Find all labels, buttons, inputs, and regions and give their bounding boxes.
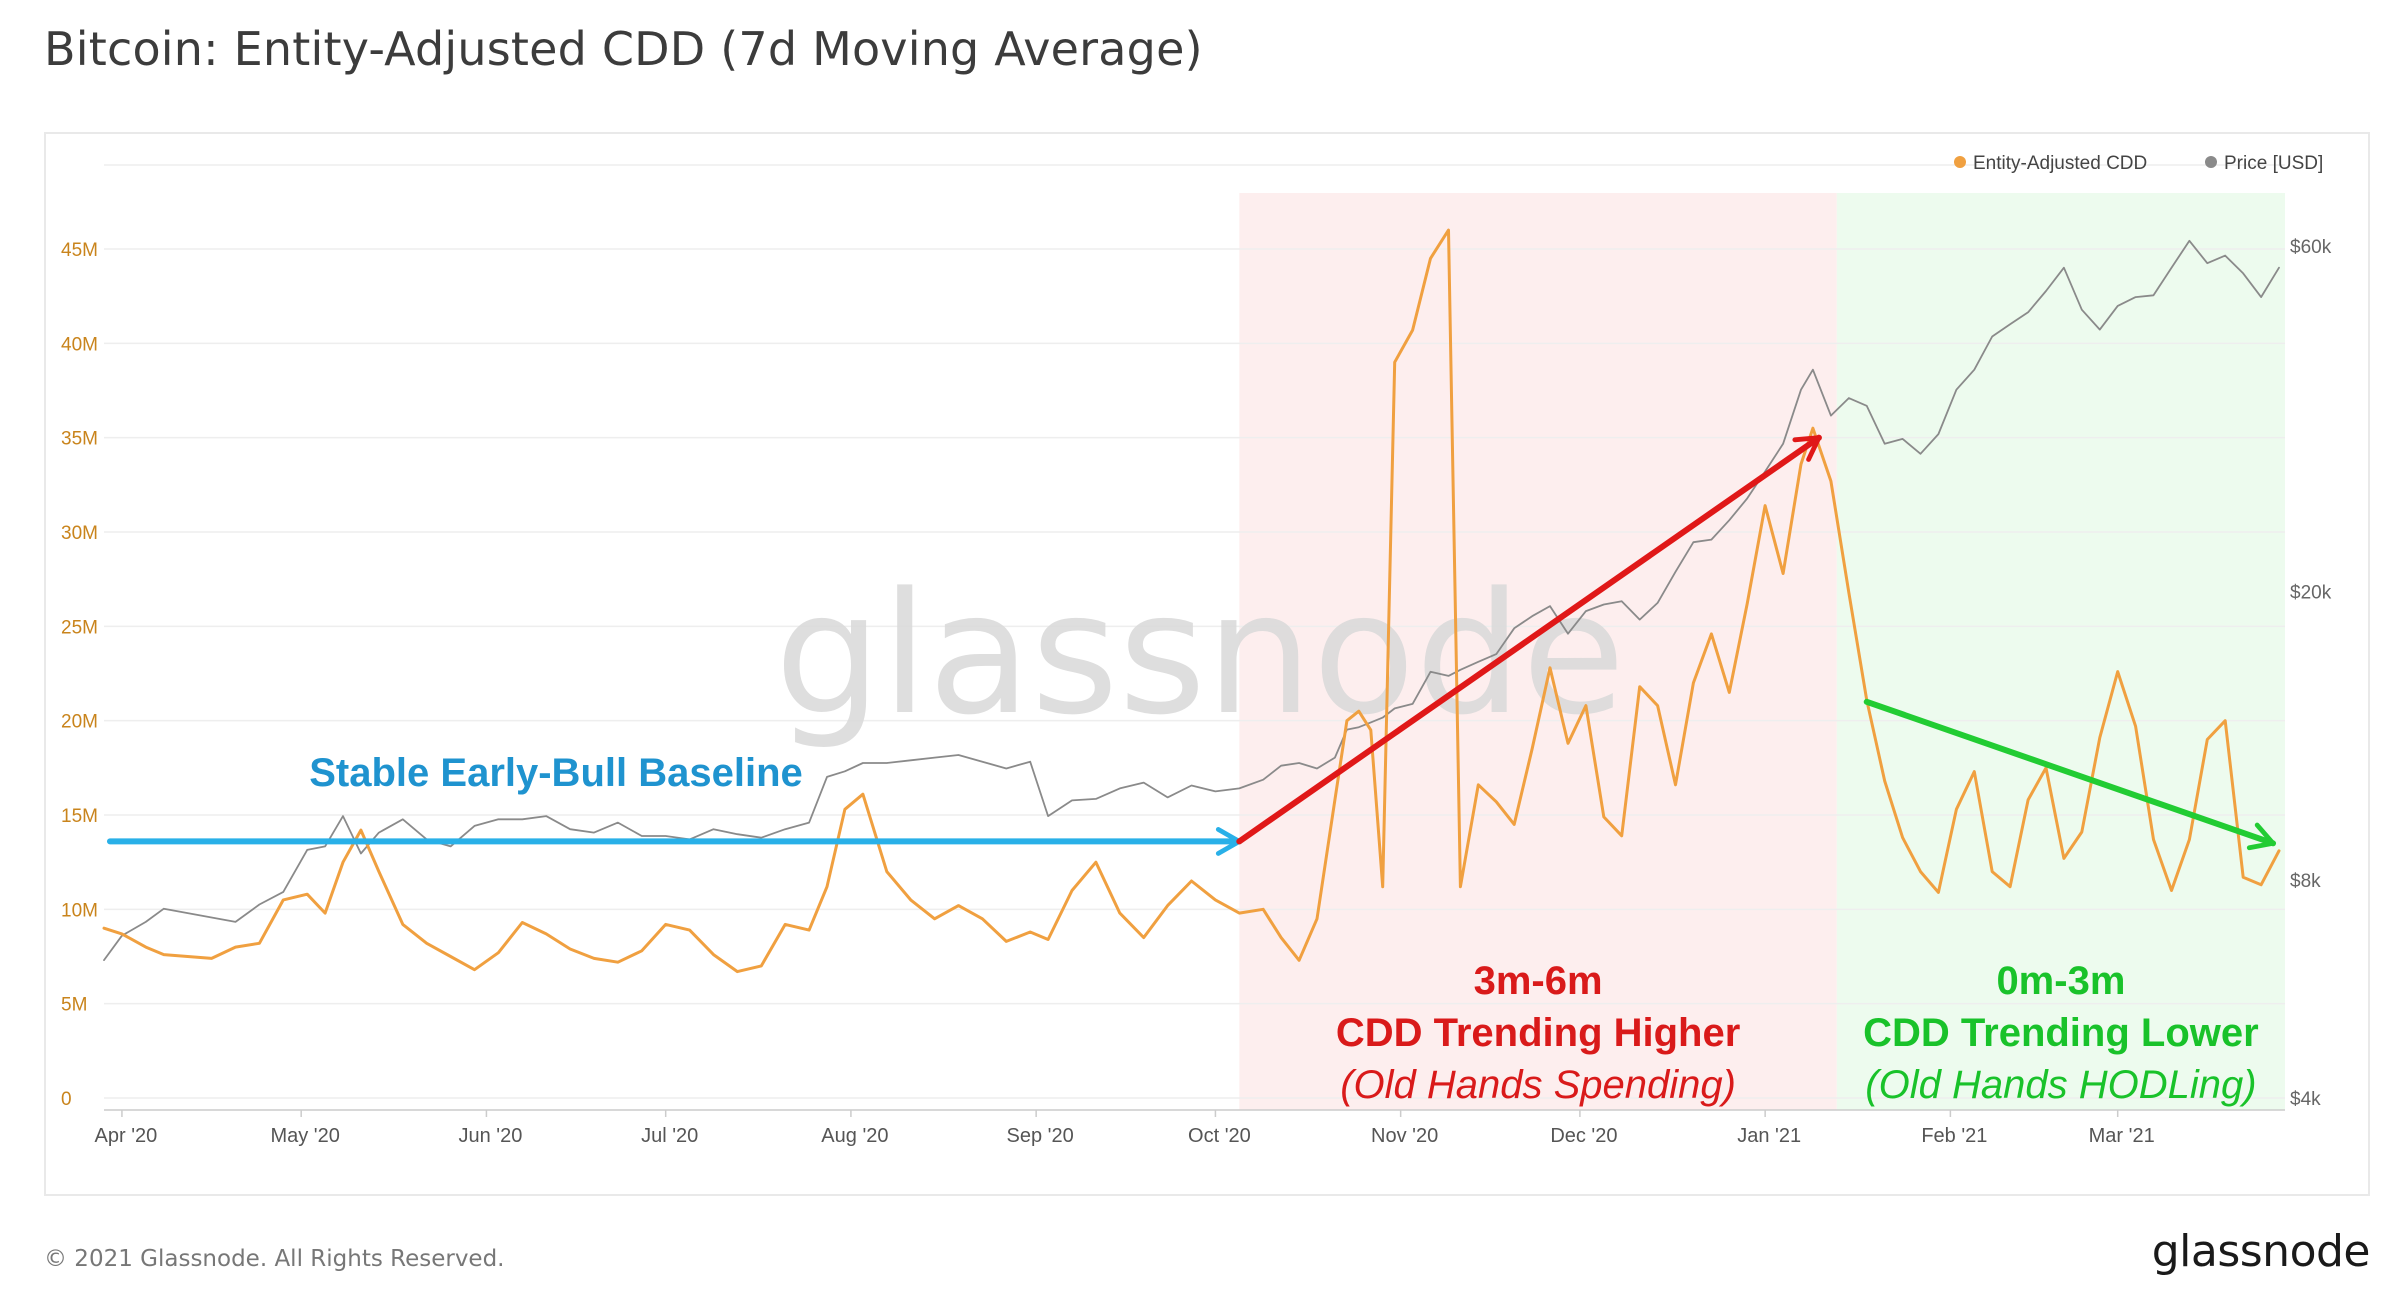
price-series-line [103, 239, 2280, 961]
x-tick-label: Feb '21 [1921, 1125, 1987, 1147]
y-left-tick-label: 15M [61, 806, 98, 827]
legend-price-label: Price [USD] [2224, 153, 2323, 174]
red-arrow [1236, 434, 1822, 845]
y-left-tick-label: 40M [61, 334, 98, 355]
cdd-series-line [102, 228, 2281, 974]
red-band-trend-label: CDD Trending Higher [1336, 1011, 1740, 1055]
y-left-tick-label: 10M [61, 900, 98, 921]
y-right-tick-label: $8k [2290, 871, 2321, 892]
red-band-note-label: (Old Hands Spending) [1340, 1063, 1736, 1107]
x-tick-label: Oct '20 [1188, 1125, 1251, 1147]
green-arrow [1863, 698, 2277, 851]
x-tick-label: Dec '20 [1550, 1125, 1617, 1147]
baseline-annotation-label: Stable Early-Bull Baseline [309, 751, 803, 795]
legend-cdd-dot [1954, 156, 1966, 168]
chart-frame [44, 132, 2370, 1196]
y-left-tick-label: 20M [61, 712, 98, 733]
x-tick-label: Nov '20 [1371, 1125, 1438, 1147]
green-band-trend-label: CDD Trending Lower [1863, 1011, 2259, 1055]
y-left-tick-label: 25M [61, 617, 98, 638]
x-tick-label: May '20 [270, 1125, 339, 1147]
x-tick-label: Apr '20 [95, 1125, 158, 1147]
footer-copyright: © 2021 Glassnode. All Rights Reserved. [44, 1246, 505, 1272]
green-band-note-label: (Old Hands HODLing) [1865, 1063, 2256, 1107]
page-title: Bitcoin: Entity-Adjusted CDD (7d Moving … [44, 22, 1203, 76]
footer-brand-logo: glassnode [2151, 1226, 2371, 1277]
band-green [1836, 193, 2285, 1110]
x-tick-label: Jun '20 [458, 1125, 522, 1147]
y-left-tick-label: 30M [61, 523, 98, 544]
legend-price-dot [2205, 156, 2217, 168]
x-tick-label: Mar '21 [2089, 1125, 2155, 1147]
y-left-tick-label: 45M [61, 240, 98, 261]
y-right-tick-label: $20k [2290, 583, 2332, 604]
watermark-logo: glassnode [775, 556, 1626, 752]
x-tick-label: Jul '20 [641, 1125, 698, 1147]
x-tick-label: Sep '20 [1007, 1125, 1074, 1147]
green-band-age-label: 0m-3m [1996, 959, 2125, 1003]
y-left-tick-label: 35M [61, 429, 98, 450]
y-right-tick-label: $60k [2290, 237, 2332, 258]
red-band-age-label: 3m-6m [1474, 959, 1603, 1003]
y-left-tick-label: 0 [61, 1089, 72, 1110]
x-tick-label: Aug '20 [821, 1125, 888, 1147]
x-tick-label: Jan '21 [1737, 1125, 1801, 1147]
y-right-tick-label: $4k [2290, 1089, 2321, 1110]
legend-cdd-label: Entity-Adjusted CDD [1973, 153, 2147, 174]
y-left-tick-label: 5M [61, 995, 87, 1016]
